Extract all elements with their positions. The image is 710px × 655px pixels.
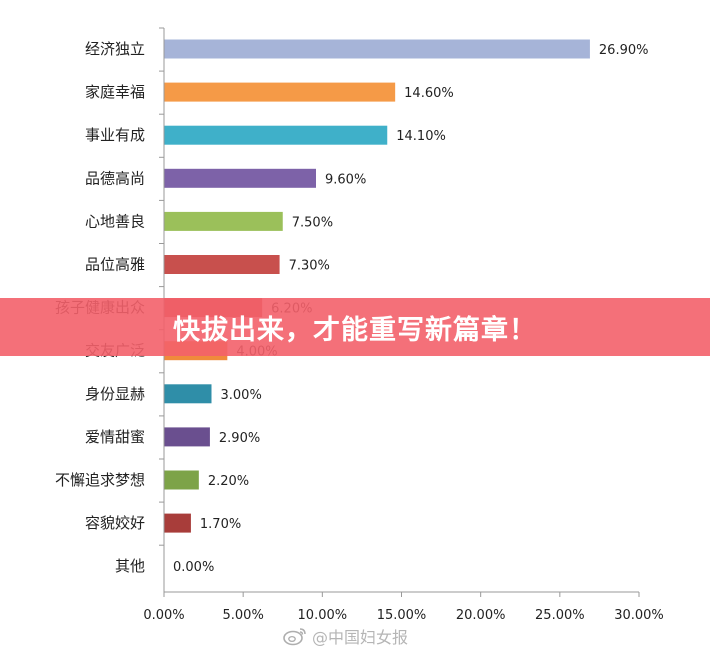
bar [164, 427, 210, 447]
category-label: 爱情甜蜜 [85, 428, 145, 446]
overlay-banner: 快拔出来，才能重写新篇章！ [0, 298, 710, 356]
x-tick-label: 0.00% [143, 608, 184, 623]
bar [164, 125, 388, 145]
value-label: 14.10% [396, 129, 446, 144]
value-label: 0.00% [173, 560, 214, 575]
value-label: 26.90% [599, 43, 649, 58]
x-tick-label: 5.00% [223, 608, 264, 623]
bar [164, 39, 590, 59]
watermark: @中国妇女报 [282, 625, 408, 647]
value-label: 2.90% [219, 431, 260, 446]
value-label: 9.60% [325, 172, 366, 187]
category-label: 心地善良 [85, 212, 145, 230]
value-label: 1.70% [200, 517, 241, 532]
category-label: 身份显赫 [85, 385, 145, 403]
x-tick-label: 25.00% [535, 608, 585, 623]
category-label: 事业有成 [85, 126, 145, 144]
x-tick-label: 30.00% [614, 608, 664, 623]
bar [164, 513, 191, 533]
category-label: 不懈追求梦想 [55, 471, 145, 489]
value-label: 7.50% [292, 215, 333, 230]
value-label: 7.30% [289, 259, 330, 274]
bar [164, 255, 280, 274]
value-label: 2.20% [208, 474, 249, 489]
bar [164, 470, 199, 490]
bar [164, 384, 212, 404]
category-label: 家庭幸福 [85, 83, 145, 101]
bar [164, 168, 316, 188]
category-label: 经济独立 [85, 40, 145, 58]
bar [164, 82, 396, 102]
x-tick-label: 10.00% [298, 608, 348, 623]
watermark-text: @中国妇女报 [312, 628, 409, 647]
value-label: 3.00% [221, 388, 262, 403]
category-label: 其他 [115, 557, 145, 575]
bar [164, 211, 283, 231]
value-label: 14.60% [404, 86, 454, 101]
x-tick-label: 15.00% [377, 608, 427, 623]
banner-text: 快拔出来，才能重写新篇章！ [173, 314, 537, 346]
category-label: 品位高雅 [85, 256, 145, 274]
category-label: 容貌姣好 [85, 514, 145, 532]
category-label: 品德高尚 [85, 169, 145, 187]
x-tick-label: 20.00% [456, 608, 506, 623]
weibo-icon [283, 628, 306, 646]
